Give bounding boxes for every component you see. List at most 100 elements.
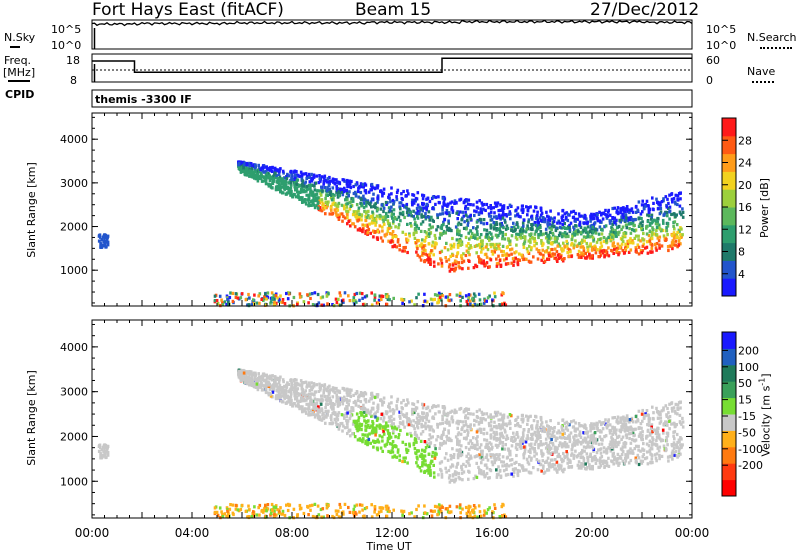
velocity-cell xyxy=(681,425,685,429)
power-cell xyxy=(658,201,662,205)
velocity-cell xyxy=(467,441,470,445)
power-cell xyxy=(457,261,461,265)
power-cell xyxy=(625,205,629,209)
power-cell xyxy=(236,296,240,300)
velocity-cell xyxy=(358,425,361,430)
velocity-cell xyxy=(520,464,523,468)
velocity-cell xyxy=(472,412,475,416)
velocity-cell xyxy=(310,388,314,392)
power-cell xyxy=(602,211,606,215)
power-cell xyxy=(619,209,622,213)
power-cell xyxy=(491,252,495,256)
velocity-cell xyxy=(565,420,568,424)
power-cell xyxy=(351,213,355,217)
power-cell xyxy=(632,224,635,228)
power-cell xyxy=(536,218,540,222)
velocity-cell xyxy=(364,392,368,396)
velocity-cell xyxy=(495,432,499,436)
power-cell xyxy=(254,177,258,181)
power-cell xyxy=(618,230,621,234)
power-cell xyxy=(469,235,473,239)
power-cell xyxy=(571,215,575,220)
power-cell xyxy=(271,186,274,190)
power-cell xyxy=(497,213,501,217)
power-cell xyxy=(486,236,490,240)
velocity-cell xyxy=(415,440,418,444)
power-cell xyxy=(364,210,368,214)
velocity-cell xyxy=(305,398,308,402)
power-cell xyxy=(552,225,556,229)
power-cell xyxy=(387,193,391,197)
power-cell xyxy=(432,219,435,223)
velocity-cell xyxy=(305,396,309,401)
power-cell xyxy=(664,195,668,199)
power-cell xyxy=(460,254,463,258)
power-cell xyxy=(424,252,427,256)
power-cell xyxy=(637,224,641,228)
velocity-cell xyxy=(501,423,504,427)
power-cell xyxy=(549,216,552,220)
power-cell xyxy=(374,223,377,227)
velocity-cell xyxy=(473,423,476,427)
power-cell xyxy=(319,193,323,197)
velocity-cell xyxy=(646,423,649,427)
power-cell xyxy=(436,215,439,220)
power-cell xyxy=(458,229,461,233)
power-cell xyxy=(660,228,663,232)
noise-sky-label: N.Sky xyxy=(4,31,36,44)
velocity-cell xyxy=(529,447,532,452)
velocity-cell xyxy=(627,432,631,436)
velocity-cell xyxy=(395,404,398,408)
velocity-cell xyxy=(566,428,570,432)
velocity-cell xyxy=(423,454,427,458)
power-cell xyxy=(263,295,266,299)
velocity-cell xyxy=(572,419,576,423)
velocity-cell xyxy=(500,433,504,437)
velocity-cell xyxy=(452,455,456,459)
velocity-cell xyxy=(402,398,405,403)
velocity-cell xyxy=(275,382,278,386)
velocity-cell xyxy=(582,445,586,449)
power-cell xyxy=(273,166,277,170)
power-cell xyxy=(329,190,332,194)
power-cell xyxy=(484,299,487,303)
power-cell xyxy=(658,243,661,247)
power-cell xyxy=(620,215,623,219)
velocity-cell xyxy=(348,416,352,421)
velocity-cell xyxy=(448,420,451,424)
power-cell xyxy=(285,291,288,296)
power-cell xyxy=(273,303,276,307)
power-cell xyxy=(489,245,493,249)
power-cell xyxy=(333,181,337,185)
power-cell xyxy=(655,242,659,246)
power-cell xyxy=(269,185,273,189)
power-cell xyxy=(271,165,274,169)
power-cell xyxy=(376,184,380,188)
power-cell xyxy=(357,209,360,213)
velocity-cell xyxy=(658,457,661,461)
power-cell xyxy=(485,221,489,226)
velocity-cell xyxy=(386,410,389,414)
velocity-cell xyxy=(357,418,360,423)
velocity-cell xyxy=(611,437,615,442)
power-cell xyxy=(403,215,406,220)
power-cell xyxy=(366,200,370,204)
power-cell xyxy=(433,233,437,238)
power-cell xyxy=(413,222,417,227)
velocity-cell xyxy=(513,461,516,465)
velocity-cell xyxy=(477,422,481,426)
velocity-cell xyxy=(276,393,279,397)
velocity-cell xyxy=(330,422,334,426)
power-cell xyxy=(548,230,552,234)
power-cell xyxy=(421,209,424,213)
velocity-cell xyxy=(346,431,349,436)
power-cell xyxy=(459,239,462,243)
velocity-cell xyxy=(361,433,364,437)
power-cell xyxy=(623,235,627,239)
velocity-cell xyxy=(480,472,483,476)
power-cell xyxy=(309,183,313,187)
power-cell xyxy=(456,217,459,221)
power-cell xyxy=(386,201,389,205)
velocity-cell xyxy=(505,467,508,472)
power-cell xyxy=(361,302,365,307)
